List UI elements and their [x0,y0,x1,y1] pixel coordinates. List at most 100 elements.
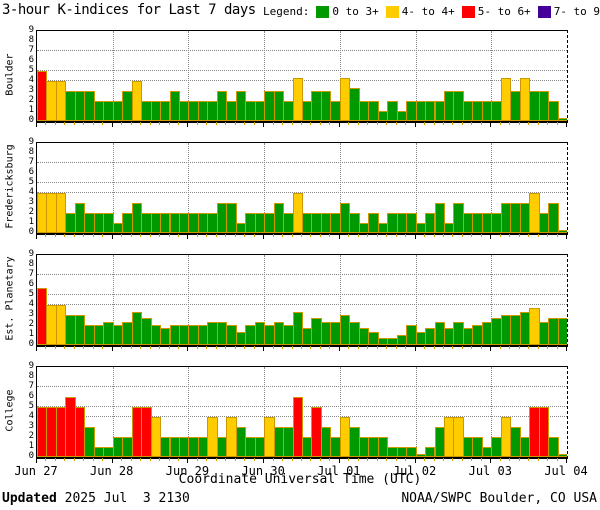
axis-tick-3h [206,122,208,125]
axis-tick-day [36,346,37,351]
y-tick-label: 1 [28,105,34,115]
axis-tick-3h [149,458,151,461]
axis-tick-day [111,458,113,463]
axis-tick-3h [102,458,104,461]
axis-tick-day [566,234,567,239]
axis-tick-3h [442,234,444,237]
y-tick-label: 7 [28,381,34,391]
axis-tick-3h [310,458,312,461]
k-bar [557,454,567,457]
y-tick-label: 6 [28,391,34,401]
axis-tick-3h [282,234,284,237]
k-bar [84,427,95,457]
y-tick-label: 9 [28,25,34,35]
legend-swatch-icon [537,5,551,18]
axis-tick-3h [537,458,539,461]
y-tick-label: 8 [28,35,34,45]
y-tick-label: 4 [28,75,34,85]
axis-tick-3h [547,122,549,125]
axis-tick-3h [424,458,426,461]
y-tick-label: 5 [28,177,34,187]
axis-tick-3h [547,234,549,237]
x-tick-label: Jun 28 [90,464,134,478]
gridline-v [264,367,266,457]
axis-tick-day [263,458,265,463]
axis-tick-3h [547,346,549,349]
axis-tick-3h [177,122,179,125]
axis-tick-3h [348,234,350,237]
y-tick-label: 4 [28,411,34,421]
axis-tick-3h [367,458,369,461]
y-tick-label: 2 [28,207,34,217]
axis-tick-day [36,122,37,127]
axis-tick-3h [282,122,284,125]
axis-tick-3h [234,458,236,461]
axis-tick-3h [196,234,198,237]
gridline-v [491,255,493,345]
axis-tick-day [414,346,416,351]
axis-tick-3h [234,122,236,125]
axis-tick-3h [348,346,350,349]
gridline-v [264,255,266,345]
station-axis-label: Fredericksburg [4,144,16,229]
axis-tick-3h [442,458,444,461]
axis-tick-3h [121,458,123,461]
axis-tick-3h [528,346,530,349]
axis-tick-3h [329,234,331,237]
y-tick-label: 7 [28,157,34,167]
axis-tick-3h [348,122,350,125]
gridline-v [339,367,341,457]
axis-tick-3h [537,122,539,125]
gridline-h [37,386,567,387]
axis-tick-3h [395,458,397,461]
axis-tick-3h [206,458,208,461]
axis-tick-3h [319,458,321,461]
y-tick-label: 7 [28,269,34,279]
k-bar [538,407,550,457]
axis-tick-day [566,458,567,463]
y-tick-label: 2 [28,319,34,329]
axis-tick-3h [282,458,284,461]
axis-tick-3h [499,234,501,237]
axis-tick-3h [244,458,246,461]
gridline-v [415,367,417,457]
axis-tick-3h [168,458,170,461]
y-tick-label: 0 [28,227,34,237]
y-tick-label: 0 [28,115,34,125]
axis-tick-day [187,346,189,351]
axis-tick-3h [272,234,274,237]
axis-tick-3h [225,458,227,461]
axis-tick-day [111,346,113,351]
axis-tick-3h [376,458,378,461]
y-tick-label: 3 [28,309,34,319]
axis-tick-day [187,234,189,239]
gridline-v [491,367,493,457]
axis-tick-3h [92,458,94,461]
k-bar [292,78,303,121]
legend: Legend: 0 to 3+ 4- to 4+ 5- to 6+ 7- to 9 [263,5,600,18]
axis-tick-3h [405,122,407,125]
axis-tick-3h [73,122,75,125]
axis-tick-3h [433,346,435,349]
axis-tick-3h [509,122,511,125]
axis-tick-3h [556,346,558,349]
axis-tick-3h [64,346,66,349]
axis-tick-3h [177,346,179,349]
axis-tick-3h [301,122,302,125]
axis-tick-3h [528,234,530,237]
axis-tick-3h [177,234,179,237]
gridline-h [37,70,567,71]
axis-tick-3h [225,122,227,125]
gridline-h [37,182,567,183]
panel-plot [37,143,567,233]
axis-tick-3h [121,122,123,125]
k-bar [548,203,559,233]
axis-tick-3h [424,122,426,125]
axis-tick-3h [215,346,217,349]
axis-tick-day [36,234,37,239]
axis-tick-3h [159,122,161,125]
axis-tick-3h [206,234,208,237]
axis-tick-3h [319,346,321,349]
y-tick-label: 0 [28,451,34,461]
axis-tick-3h [471,458,473,461]
